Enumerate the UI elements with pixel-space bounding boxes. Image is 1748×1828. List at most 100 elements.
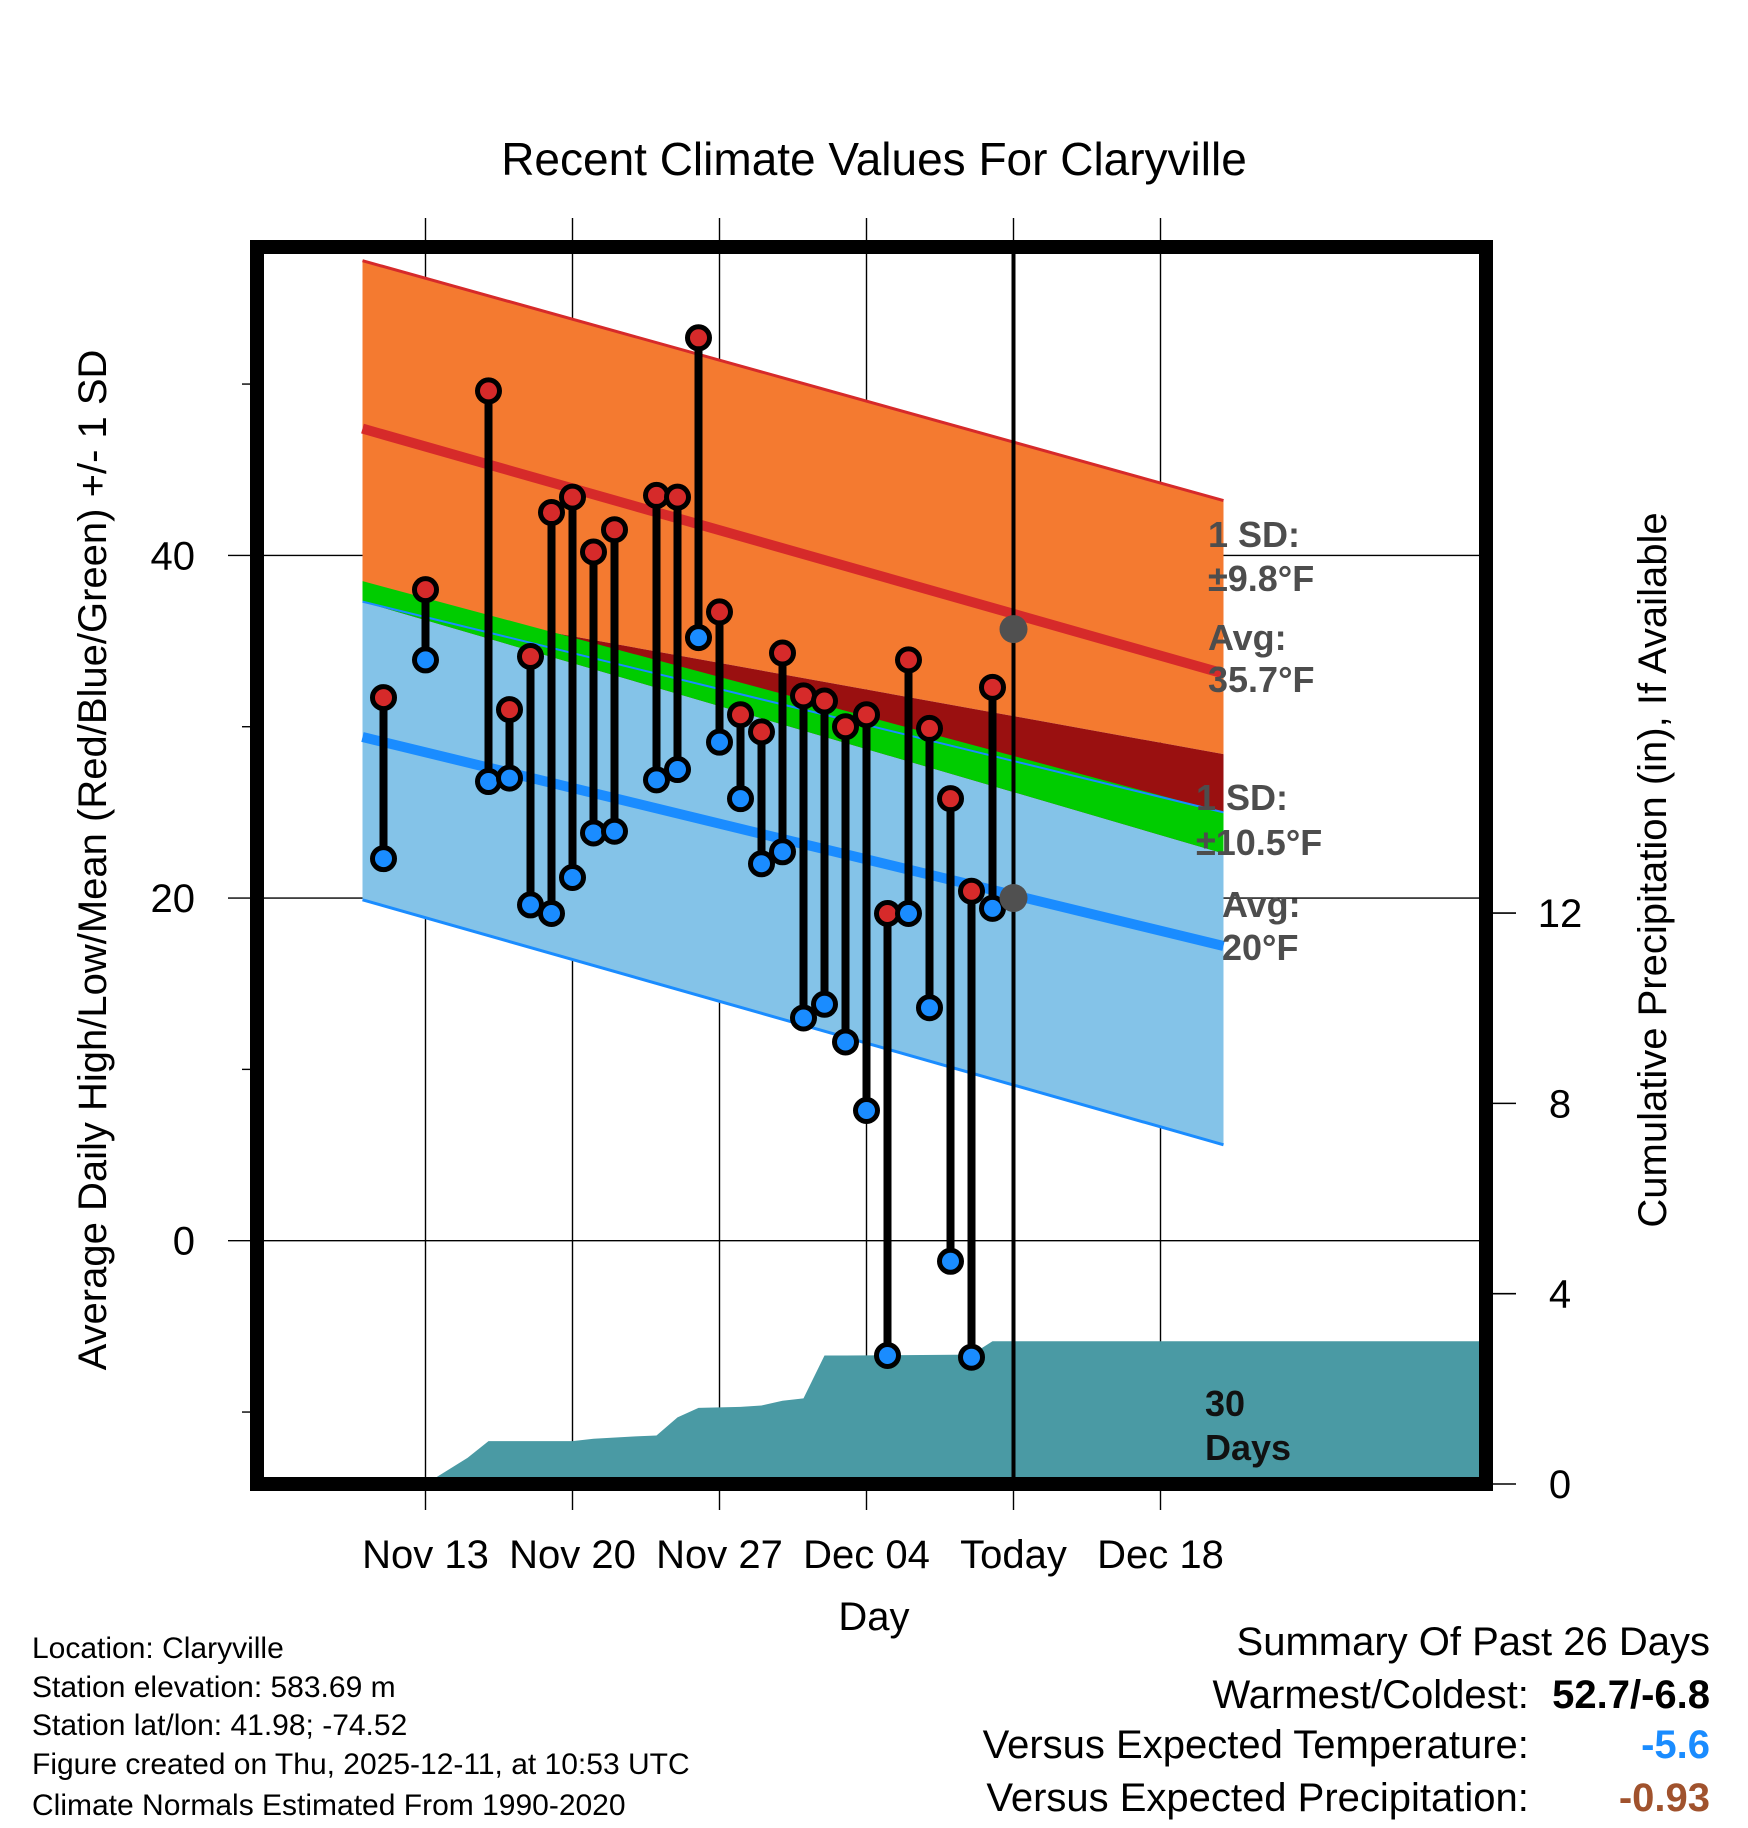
daily-low-point: [811, 990, 838, 1018]
daily-high-point: [958, 877, 985, 905]
high-upper-line: [362, 259, 1224, 503]
daily-high-point: [937, 785, 964, 813]
daily-high-point: [769, 639, 796, 667]
x-tick-label: Nov 20: [509, 1533, 636, 1577]
daily-high-point: [916, 714, 943, 742]
daily-low-point: [853, 1097, 880, 1125]
days-value: 30: [1205, 1383, 1245, 1424]
daily-low-point: [790, 1004, 817, 1032]
low-avg-marker: [999, 884, 1028, 913]
x-tick-label: Nov 27: [656, 1533, 783, 1577]
daily-low-point: [538, 899, 565, 927]
low-avg-value: 20°F: [1222, 927, 1298, 968]
daily-low-point: [937, 1247, 964, 1275]
daily-low-point: [832, 1028, 859, 1056]
summary-temperature-label: Versus Expected Temperature:: [982, 1723, 1529, 1767]
x-tick-label: Nov 13: [362, 1533, 489, 1577]
plot-frame: [250, 240, 1493, 1491]
summary-warmest-label: Warmest/Coldest:: [1212, 1673, 1529, 1717]
daily-high-point: [538, 499, 565, 527]
daily-high-point: [412, 576, 439, 604]
low-sd-value: ±10.5°F: [1196, 822, 1322, 863]
high-avg-label: Avg:: [1208, 617, 1287, 658]
summary-warmest-value: 52.7/-6.8: [1552, 1673, 1710, 1717]
precip-tick-label: 4: [1549, 1273, 1571, 1317]
daily-low-point: [895, 899, 922, 927]
low-sd-label: 1 SD:: [1196, 777, 1288, 818]
daily-low-point: [643, 766, 670, 794]
y-tick-label: 40: [151, 534, 196, 578]
high-sd-label: 1 SD:: [1208, 514, 1300, 555]
x-tick-label: Dec 18: [1097, 1533, 1224, 1577]
daily-low-point: [769, 838, 796, 866]
high-avg-value: 35.7°F: [1208, 659, 1314, 700]
daily-low-point: [559, 863, 586, 891]
daily-low-point: [601, 817, 628, 845]
summary-temperature-value: -5.6: [1641, 1723, 1710, 1767]
summary-precipitation: Versus Expected Precipitation: -0.93: [986, 1778, 1710, 1818]
daily-high-point: [664, 483, 691, 511]
daily-low-point: [685, 624, 712, 652]
y-tick-label: 20: [151, 877, 196, 921]
precip-tick-label: 12: [1538, 892, 1583, 936]
daily-ranges: [370, 324, 1006, 1371]
low-upper-line: [362, 600, 1224, 814]
info-latlon: Station lat/lon: 41.98; -74.52: [32, 1709, 408, 1742]
info-elevation: Station elevation: 583.69 m: [32, 1671, 396, 1704]
y-tick-label: 0: [173, 1220, 195, 1264]
mean-band: [362, 581, 1224, 854]
high-avg-marker: [999, 615, 1028, 644]
daily-low-point: [874, 1342, 901, 1370]
x-axis-label: Day: [838, 1595, 909, 1639]
daily-low-point: [664, 756, 691, 784]
daily-high-point: [979, 673, 1006, 701]
y-axis-label-left: Average Daily High/Low/Mean (Red/Blue/Gr…: [71, 350, 115, 1371]
low-sd-band: [362, 601, 1224, 1145]
daily-low-point: [958, 1343, 985, 1371]
days-label: Days: [1205, 1427, 1291, 1468]
daily-high-point: [811, 687, 838, 715]
summary-temperature: Versus Expected Temperature: -5.6: [983, 1725, 1710, 1765]
daily-high-point: [580, 538, 607, 566]
daily-high-point: [370, 684, 397, 712]
y-axis-label-right: Cumulative Precipitation (in), If Availa…: [1631, 512, 1675, 1227]
daily-low-point: [727, 785, 754, 813]
daily-high-point: [475, 377, 502, 405]
daily-low-point: [370, 845, 397, 873]
precipitation-fill: [268, 1341, 1486, 1484]
daily-high-point: [895, 646, 922, 674]
daily-low-point: [496, 764, 523, 792]
summary-precipitation-value: -0.93: [1618, 1776, 1710, 1820]
low-avg-label: Avg:: [1222, 884, 1301, 925]
daily-high-point: [517, 642, 544, 670]
summary-warmest: Warmest/Coldest: 52.7/-6.8: [1213, 1675, 1711, 1715]
chart-title: Recent Climate Values For Claryville: [501, 133, 1247, 185]
daily-low-point: [748, 850, 775, 878]
daily-high-point: [853, 701, 880, 729]
precip-tick-label: 0: [1549, 1463, 1571, 1507]
high-mean-line: [361, 423, 1225, 679]
daily-low-point: [706, 728, 733, 756]
daily-low-point: [916, 994, 943, 1022]
x-tick-label: Dec 04: [803, 1533, 930, 1577]
high-sd-value: ±9.8°F: [1208, 558, 1314, 599]
summary-title: Summary Of Past 26 Days: [1236, 1620, 1710, 1664]
daily-high-point: [748, 718, 775, 746]
daily-low-point: [475, 768, 502, 796]
info-normals: Climate Normals Estimated From 1990-2020: [32, 1789, 626, 1822]
daily-high-point: [832, 713, 859, 741]
daily-low-point: [979, 894, 1006, 922]
daily-high-point: [706, 598, 733, 626]
precip-tick-label: 8: [1549, 1082, 1571, 1126]
daily-high-point: [790, 682, 817, 710]
precipitation-area: [268, 1341, 1486, 1484]
info-location: Location: Claryville: [32, 1632, 284, 1665]
info-created: Figure created on Thu, 2025-12-11, at 10…: [32, 1748, 690, 1781]
daily-high-point: [727, 701, 754, 729]
summary-precipitation-label: Versus Expected Precipitation:: [986, 1776, 1529, 1820]
daily-high-point: [559, 483, 586, 511]
daily-high-point: [685, 324, 712, 352]
daily-high-point: [496, 696, 523, 724]
